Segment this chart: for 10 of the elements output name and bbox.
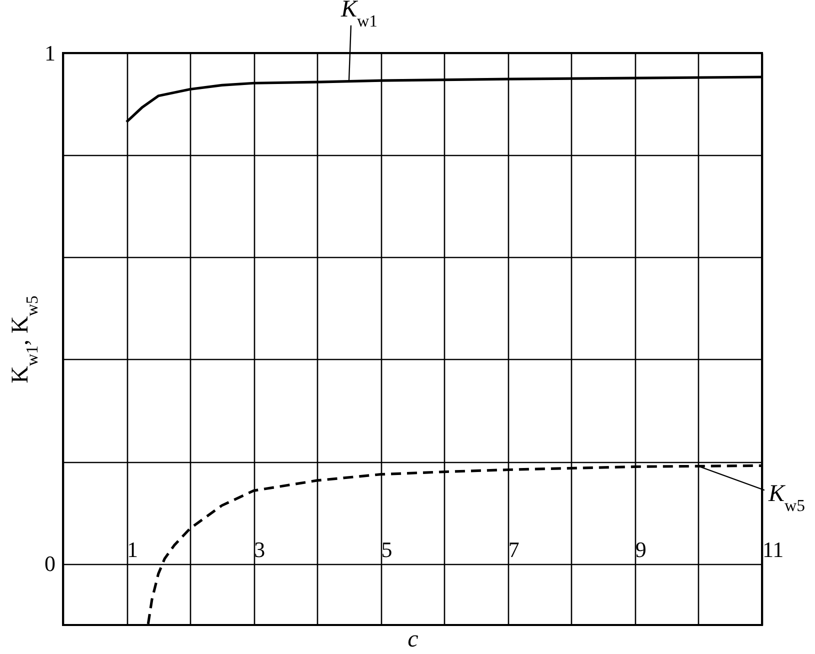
- x-axis-title: c: [408, 626, 419, 652]
- text: K$_{w1}$: [340, 0, 378, 30]
- y-tick-label: 0: [44, 551, 56, 576]
- x-tick-label: 3: [254, 537, 266, 562]
- x-tick-label: 5: [381, 537, 392, 562]
- x-tick-label: 7: [508, 537, 520, 562]
- x-tick-label: 1: [127, 537, 138, 562]
- x-tick-label: 9: [635, 537, 646, 562]
- x-tick-label: 11: [762, 537, 784, 562]
- series-label: K$_{w5}$: [767, 481, 805, 515]
